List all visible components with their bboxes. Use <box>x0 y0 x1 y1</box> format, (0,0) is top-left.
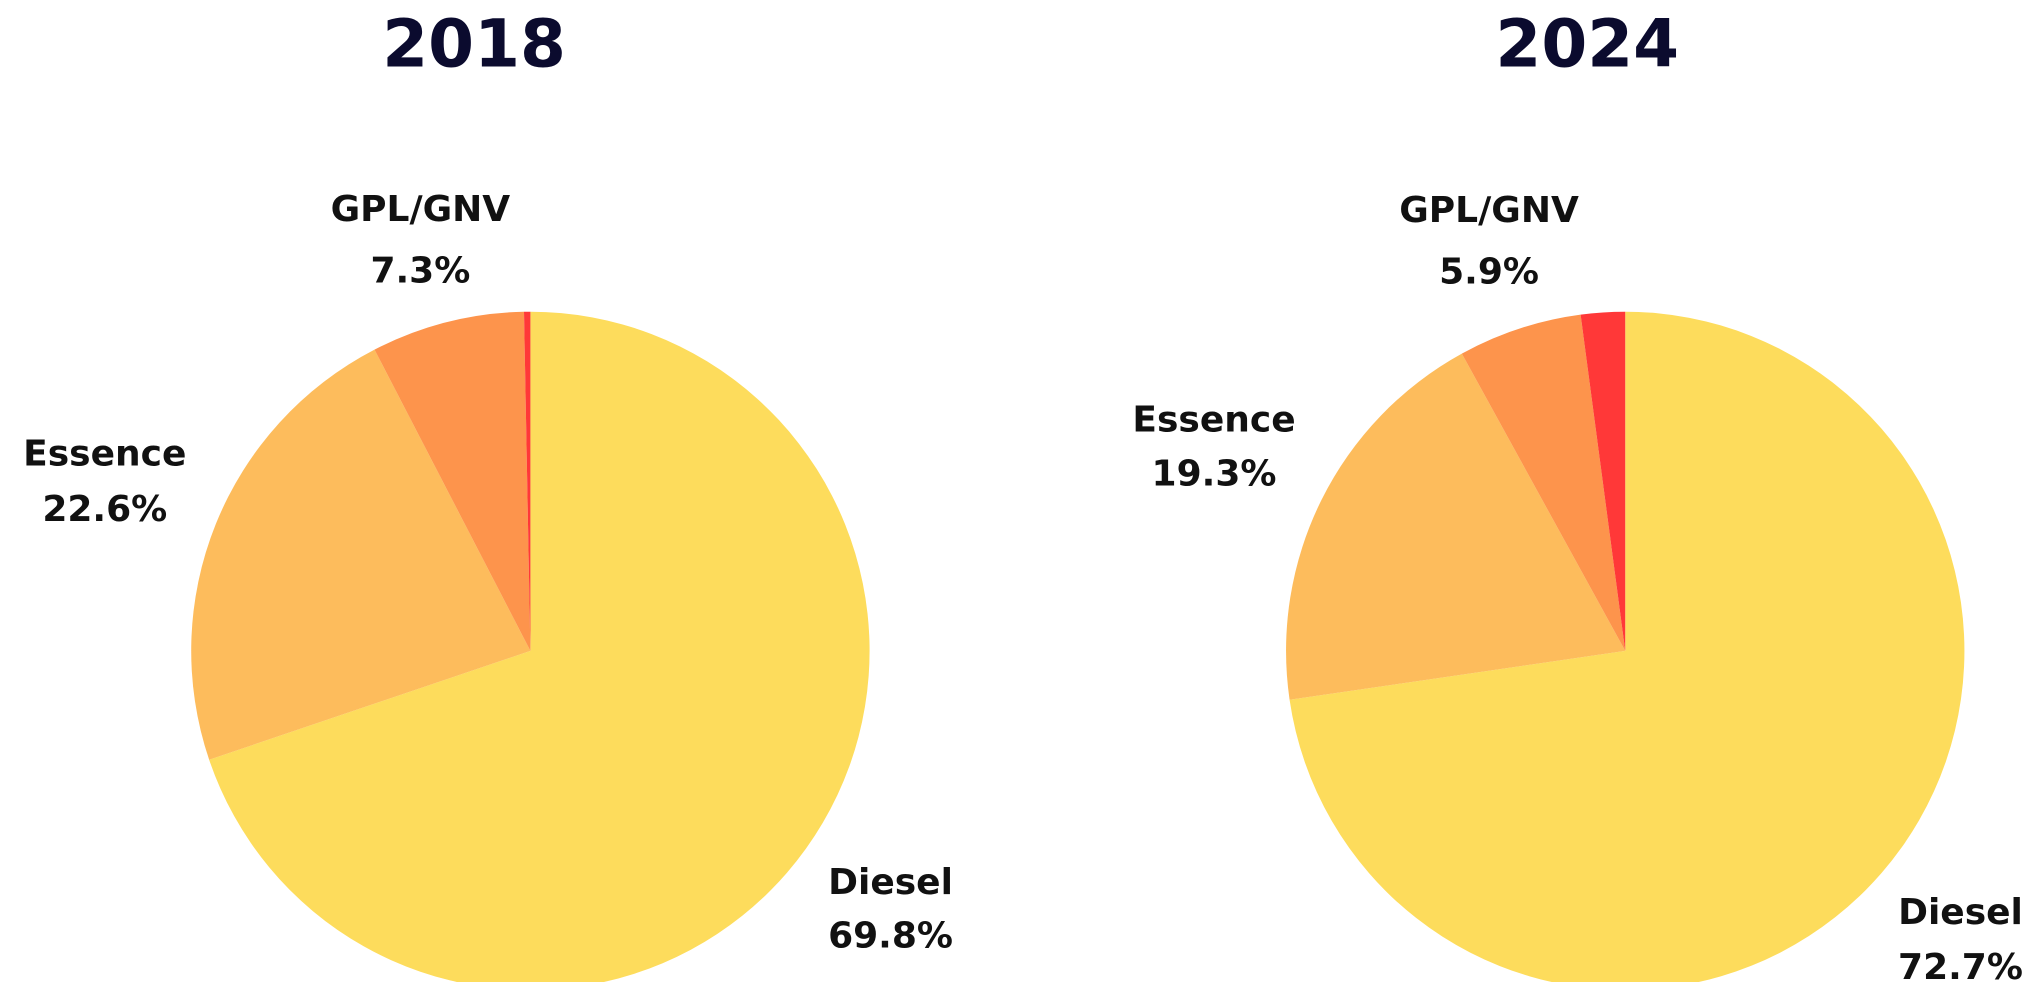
slice-label: Essence <box>23 434 186 475</box>
slice-label: Diesel <box>1898 892 2023 933</box>
slice-value-label: 69.8% <box>828 916 953 957</box>
slice-label: Essence <box>1132 400 1295 441</box>
pie-slice <box>1286 353 1626 700</box>
slice-label: GPL/GNV <box>1399 190 1579 231</box>
pie-slice <box>1289 311 1965 982</box>
pie-slice <box>1580 311 1626 651</box>
pie-slice <box>1461 314 1626 651</box>
chart-title: 2018 <box>382 6 566 83</box>
pie-slice <box>374 311 531 651</box>
chart-title: 2024 <box>1495 6 1679 83</box>
pie-slice <box>209 311 870 982</box>
slice-label: GPL/GNV <box>331 189 511 230</box>
slice-value-label: 72.7% <box>1898 947 2023 982</box>
slice-value-label: 19.3% <box>1152 453 1277 494</box>
slice-value-label: 5.9% <box>1439 252 1539 293</box>
pie-slice <box>191 349 531 760</box>
slice-value-label: 22.6% <box>42 489 167 530</box>
slice-label: Diesel <box>828 862 953 903</box>
slice-value-label: 7.3% <box>370 250 470 291</box>
pie-slice <box>524 311 531 651</box>
